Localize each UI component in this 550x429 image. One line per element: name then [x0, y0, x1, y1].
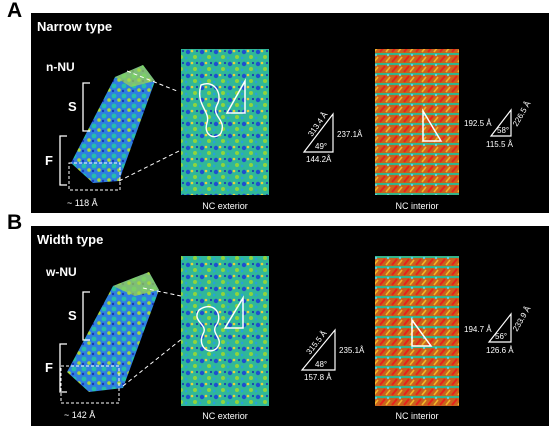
interior-triangle-diagram: 226.5 Å 58° 115.5 Å 192.5 Å [464, 99, 533, 149]
exterior-side-label: 237.1Å [337, 130, 363, 139]
exterior-unit-outline [198, 83, 224, 138]
nucleocapsid-unit-model [67, 272, 159, 392]
width-label: ~ 118 Å [67, 198, 98, 208]
f-label: F [45, 153, 53, 168]
exterior-side-label: 235.1Å [339, 346, 365, 355]
nc-interior-map [375, 49, 459, 195]
interior-base-label: 115.5 Å [486, 140, 514, 149]
f-label: F [45, 360, 53, 375]
exterior-unit-outline [196, 305, 220, 352]
connector-line-bottom [122, 337, 184, 387]
unit-label: w-NU [45, 265, 77, 279]
exterior-lattice-triangle [223, 295, 244, 329]
connector-line-top [126, 70, 178, 92]
panel-letter-b: B [7, 211, 23, 234]
nc-interior-label: NC interior [395, 201, 438, 211]
width-box [60, 365, 120, 404]
exterior-angle-label: 48° [315, 360, 327, 369]
interior-side-label: 194.7 Å [464, 325, 492, 334]
panel-title: Width type [37, 232, 103, 247]
exterior-base-label: 144.2Å [306, 155, 332, 164]
exterior-triangle-diagram: 315.5 Å 48° 157.8 Å 235.1Å [300, 328, 365, 382]
panel-a-figure: Narrow type n-NU S F ~ 118 Å NC exterior… [37, 19, 533, 211]
interior-lattice-triangle [411, 317, 433, 347]
width-box [68, 162, 121, 191]
nc-exterior-map [181, 256, 269, 406]
nc-exterior-label: NC exterior [202, 201, 248, 211]
interior-side-label: 192.5 Å [464, 119, 492, 128]
f-bracket [59, 135, 67, 186]
exterior-triangle-diagram: 313.4 Å 49° 144.2Å 237.1Å [302, 110, 363, 164]
panel-a: Narrow type n-NU S F ~ 118 Å NC exterior… [31, 13, 549, 213]
exterior-base-label: 157.8 Å [304, 373, 332, 382]
panel-b-figure: Width type w-NU S F ~ 142 Å NC exterior … [37, 232, 533, 421]
s-bracket [82, 291, 90, 341]
panel-b: Width type w-NU S F ~ 142 Å NC exterior … [31, 226, 549, 426]
nc-exterior-label: NC exterior [202, 411, 248, 421]
f-bracket [59, 343, 67, 393]
interior-base-label: 126.6 Å [486, 346, 514, 355]
s-bracket [82, 82, 90, 132]
interior-angle-label: 56° [495, 332, 507, 341]
interior-hyp-label: 226.5 Å [511, 99, 533, 128]
interior-angle-label: 58° [497, 126, 509, 135]
nc-interior-label: NC interior [395, 411, 438, 421]
unit-label: n-NU [46, 60, 75, 74]
interior-lattice-triangle [422, 108, 443, 142]
panel-letter-a: A [7, 0, 23, 22]
panel-title: Narrow type [37, 19, 112, 34]
connector-line-bottom [118, 148, 184, 182]
nc-exterior-map [181, 49, 269, 195]
nucleocapsid-unit-model [71, 65, 155, 183]
exterior-lattice-triangle [225, 78, 246, 114]
exterior-angle-label: 49° [315, 142, 327, 151]
s-label: S [68, 99, 77, 114]
width-label: ~ 142 Å [64, 410, 95, 420]
interior-hyp-label: 233.9 Å [511, 304, 533, 333]
nc-interior-map [375, 256, 459, 406]
interior-triangle-diagram: 233.9 Å 56° 126.6 Å 194.7 Å [464, 304, 533, 355]
s-label: S [68, 308, 77, 323]
